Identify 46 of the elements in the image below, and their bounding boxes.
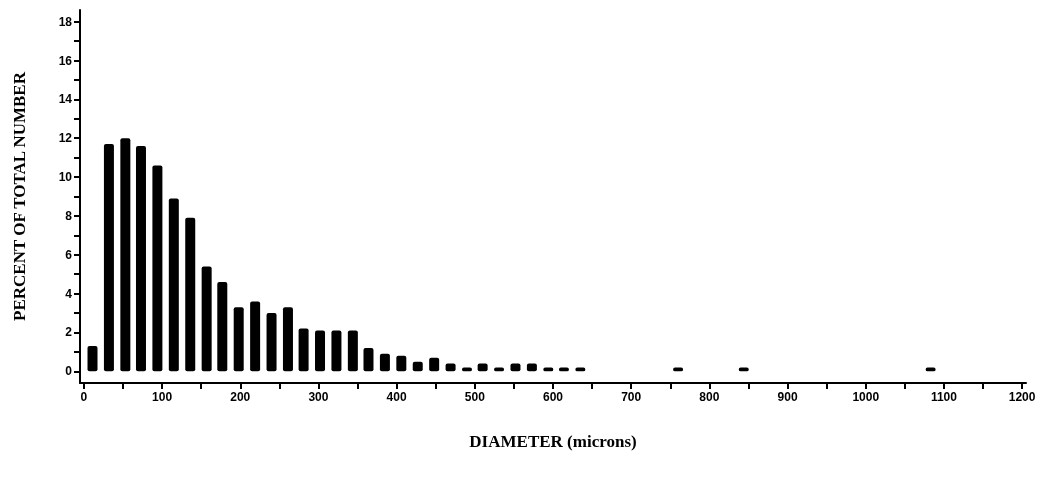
bar xyxy=(201,266,212,372)
x-tick-label: 700 xyxy=(621,390,642,404)
bar xyxy=(331,330,342,372)
bar xyxy=(429,357,440,372)
bar xyxy=(250,301,261,372)
bar xyxy=(135,145,146,372)
x-tick-label: 500 xyxy=(464,390,486,404)
y-tick-label: 2 xyxy=(65,325,73,340)
x-tick-label: 400 xyxy=(386,390,407,404)
bar xyxy=(298,328,309,372)
y-tick-label: 10 xyxy=(58,170,73,185)
bar xyxy=(396,355,407,372)
bar xyxy=(185,217,196,372)
x-tick-label: 200 xyxy=(230,390,251,404)
bar xyxy=(168,198,179,372)
x-tick-label: 300 xyxy=(308,390,329,404)
bar xyxy=(347,330,358,372)
y-tick-label: 8 xyxy=(65,208,73,223)
bar xyxy=(152,165,163,372)
x-tick-label: 1000 xyxy=(852,390,880,404)
x-tick-label: 0 xyxy=(80,390,88,404)
bar xyxy=(363,348,374,372)
y-tick-label: 4 xyxy=(65,286,73,301)
x-tick-label: 100 xyxy=(152,390,173,404)
y-tick-label: 6 xyxy=(65,247,73,262)
y-tick-label: 14 xyxy=(58,92,73,107)
bar xyxy=(266,313,277,372)
y-axis-title: PERCENT OF TOTAL NUMBER xyxy=(10,71,29,321)
bar xyxy=(233,307,244,372)
bar xyxy=(103,144,114,372)
bar xyxy=(379,353,390,372)
x-tick-label: 600 xyxy=(542,390,564,404)
bar xyxy=(87,346,98,372)
bar xyxy=(282,307,293,372)
y-tick-label: 18 xyxy=(58,14,73,29)
x-tick-label: 800 xyxy=(699,390,720,404)
bar xyxy=(217,281,228,372)
x-tick-label: 1100 xyxy=(930,390,958,404)
y-tick-label: 16 xyxy=(58,53,73,68)
bar xyxy=(315,330,326,372)
y-tick-label: 0 xyxy=(65,364,73,379)
x-axis-title: DIAMETER (microns) xyxy=(469,432,637,451)
bar xyxy=(120,138,131,372)
x-tick-label: 1200 xyxy=(1008,390,1036,404)
x-tick-label: 900 xyxy=(777,390,798,404)
y-tick-label: 12 xyxy=(58,131,73,146)
